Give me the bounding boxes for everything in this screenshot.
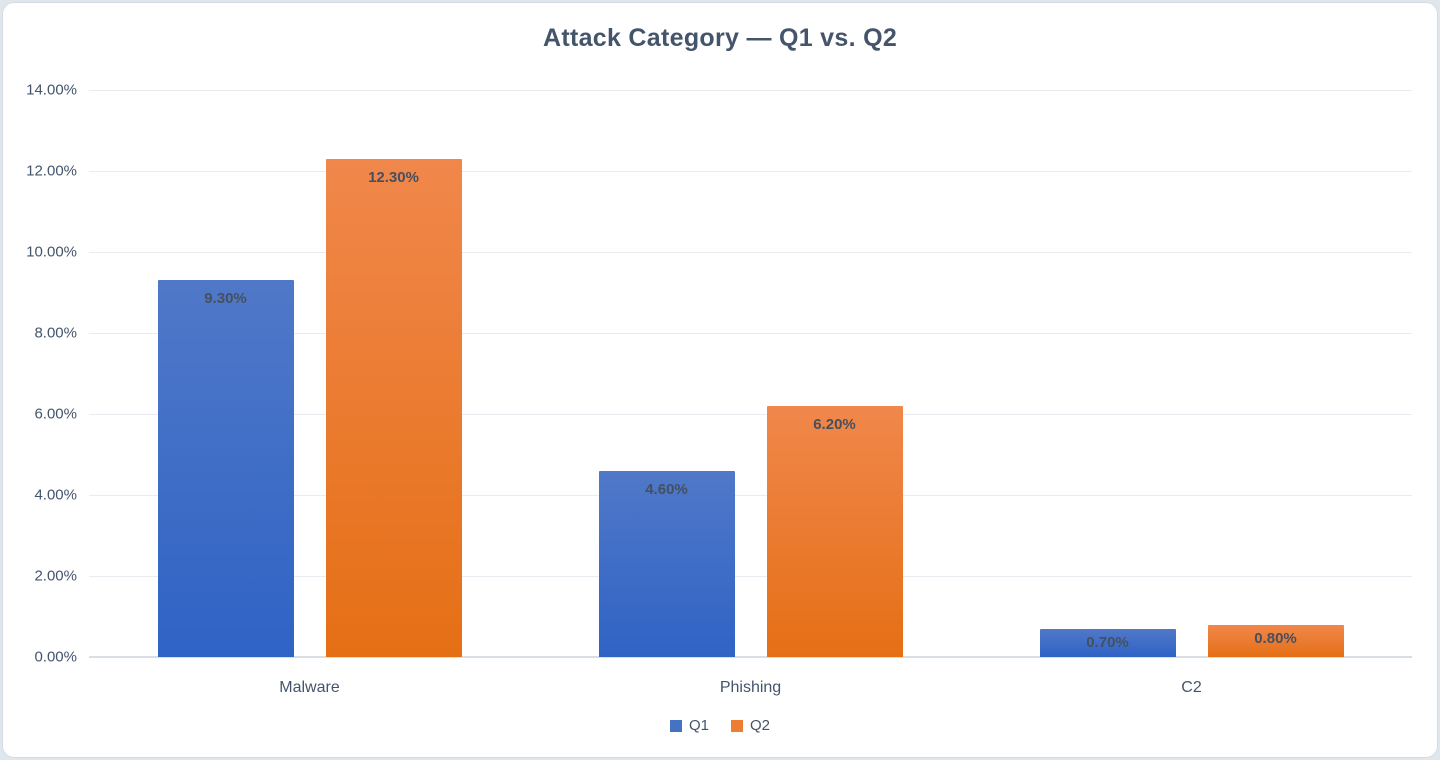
gridline: [89, 576, 1412, 577]
legend-label: Q2: [750, 717, 771, 734]
bar-group-phishing: 4.60% 6.20%: [530, 90, 971, 657]
bar-q1-phishing: 4.60%: [598, 470, 735, 657]
bar-value-label: 4.60%: [645, 480, 688, 498]
y-tick-label: 14.00%: [26, 81, 77, 99]
gridline: [89, 333, 1412, 334]
gridline: [89, 90, 1412, 91]
x-axis-label-c2: C2: [1181, 679, 1202, 696]
y-tick-label: 10.00%: [26, 243, 77, 261]
legend-swatch-q1: [669, 719, 682, 732]
bar-group-c2: 0.70% 0.80%: [971, 90, 1412, 657]
y-tick-label: 4.00%: [34, 486, 77, 504]
legend: Q1 Q2: [3, 717, 1437, 734]
bar-q1-c2: 0.70%: [1039, 628, 1176, 657]
x-axis-labels: Malware Phishing C2: [89, 679, 1412, 697]
x-axis-label-phishing: Phishing: [719, 679, 782, 696]
legend-item-q2: Q2: [731, 717, 770, 734]
x-axis-line: [89, 656, 1412, 658]
bar-group-malware: 9.30% 12.30%: [89, 90, 530, 657]
legend-label: Q1: [688, 717, 709, 734]
legend-item-q1: Q1: [669, 717, 709, 734]
x-axis-label-malware: Malware: [279, 679, 340, 696]
bar-q2-phishing: 6.20%: [766, 405, 903, 657]
y-axis-labels: 0.00% 2.00% 4.00% 6.00% 8.00% 10.00% 12.00% 14.…: [3, 82, 77, 666]
gridline: [89, 414, 1412, 415]
bar-value-label: 0.80%: [1254, 629, 1297, 647]
gridline: [89, 171, 1412, 172]
gridline: [89, 252, 1412, 253]
bar-q2-c2: 0.80%: [1207, 624, 1344, 657]
gridline: [89, 495, 1412, 496]
y-tick-label: 12.00%: [26, 162, 77, 180]
legend-swatch-q2: [731, 719, 743, 732]
bar-value-label: 6.20%: [813, 415, 856, 433]
bar-value-label: 0.70%: [1086, 633, 1129, 651]
y-tick-label: 2.00%: [34, 567, 77, 585]
plot-area: 9.30% 12.30% 4.60% 6.20% 0.70% 0.80%: [89, 90, 1412, 658]
bar-q1-malware: 9.30%: [157, 280, 294, 657]
y-tick-label: 6.00%: [34, 405, 77, 423]
chart-title: Attack Category — Q1 vs. Q2: [542, 24, 898, 52]
y-tick-label: 0.00%: [34, 648, 77, 666]
bars: 9.30% 12.30% 4.60% 6.20% 0.70% 0.80%: [89, 90, 1412, 657]
bar-value-label: 12.30%: [368, 168, 419, 186]
bar-q2-malware: 12.30%: [325, 158, 462, 657]
gridlines: [89, 90, 1412, 657]
bar-value-label: 9.30%: [204, 290, 247, 308]
y-tick-label: 8.00%: [34, 324, 77, 342]
